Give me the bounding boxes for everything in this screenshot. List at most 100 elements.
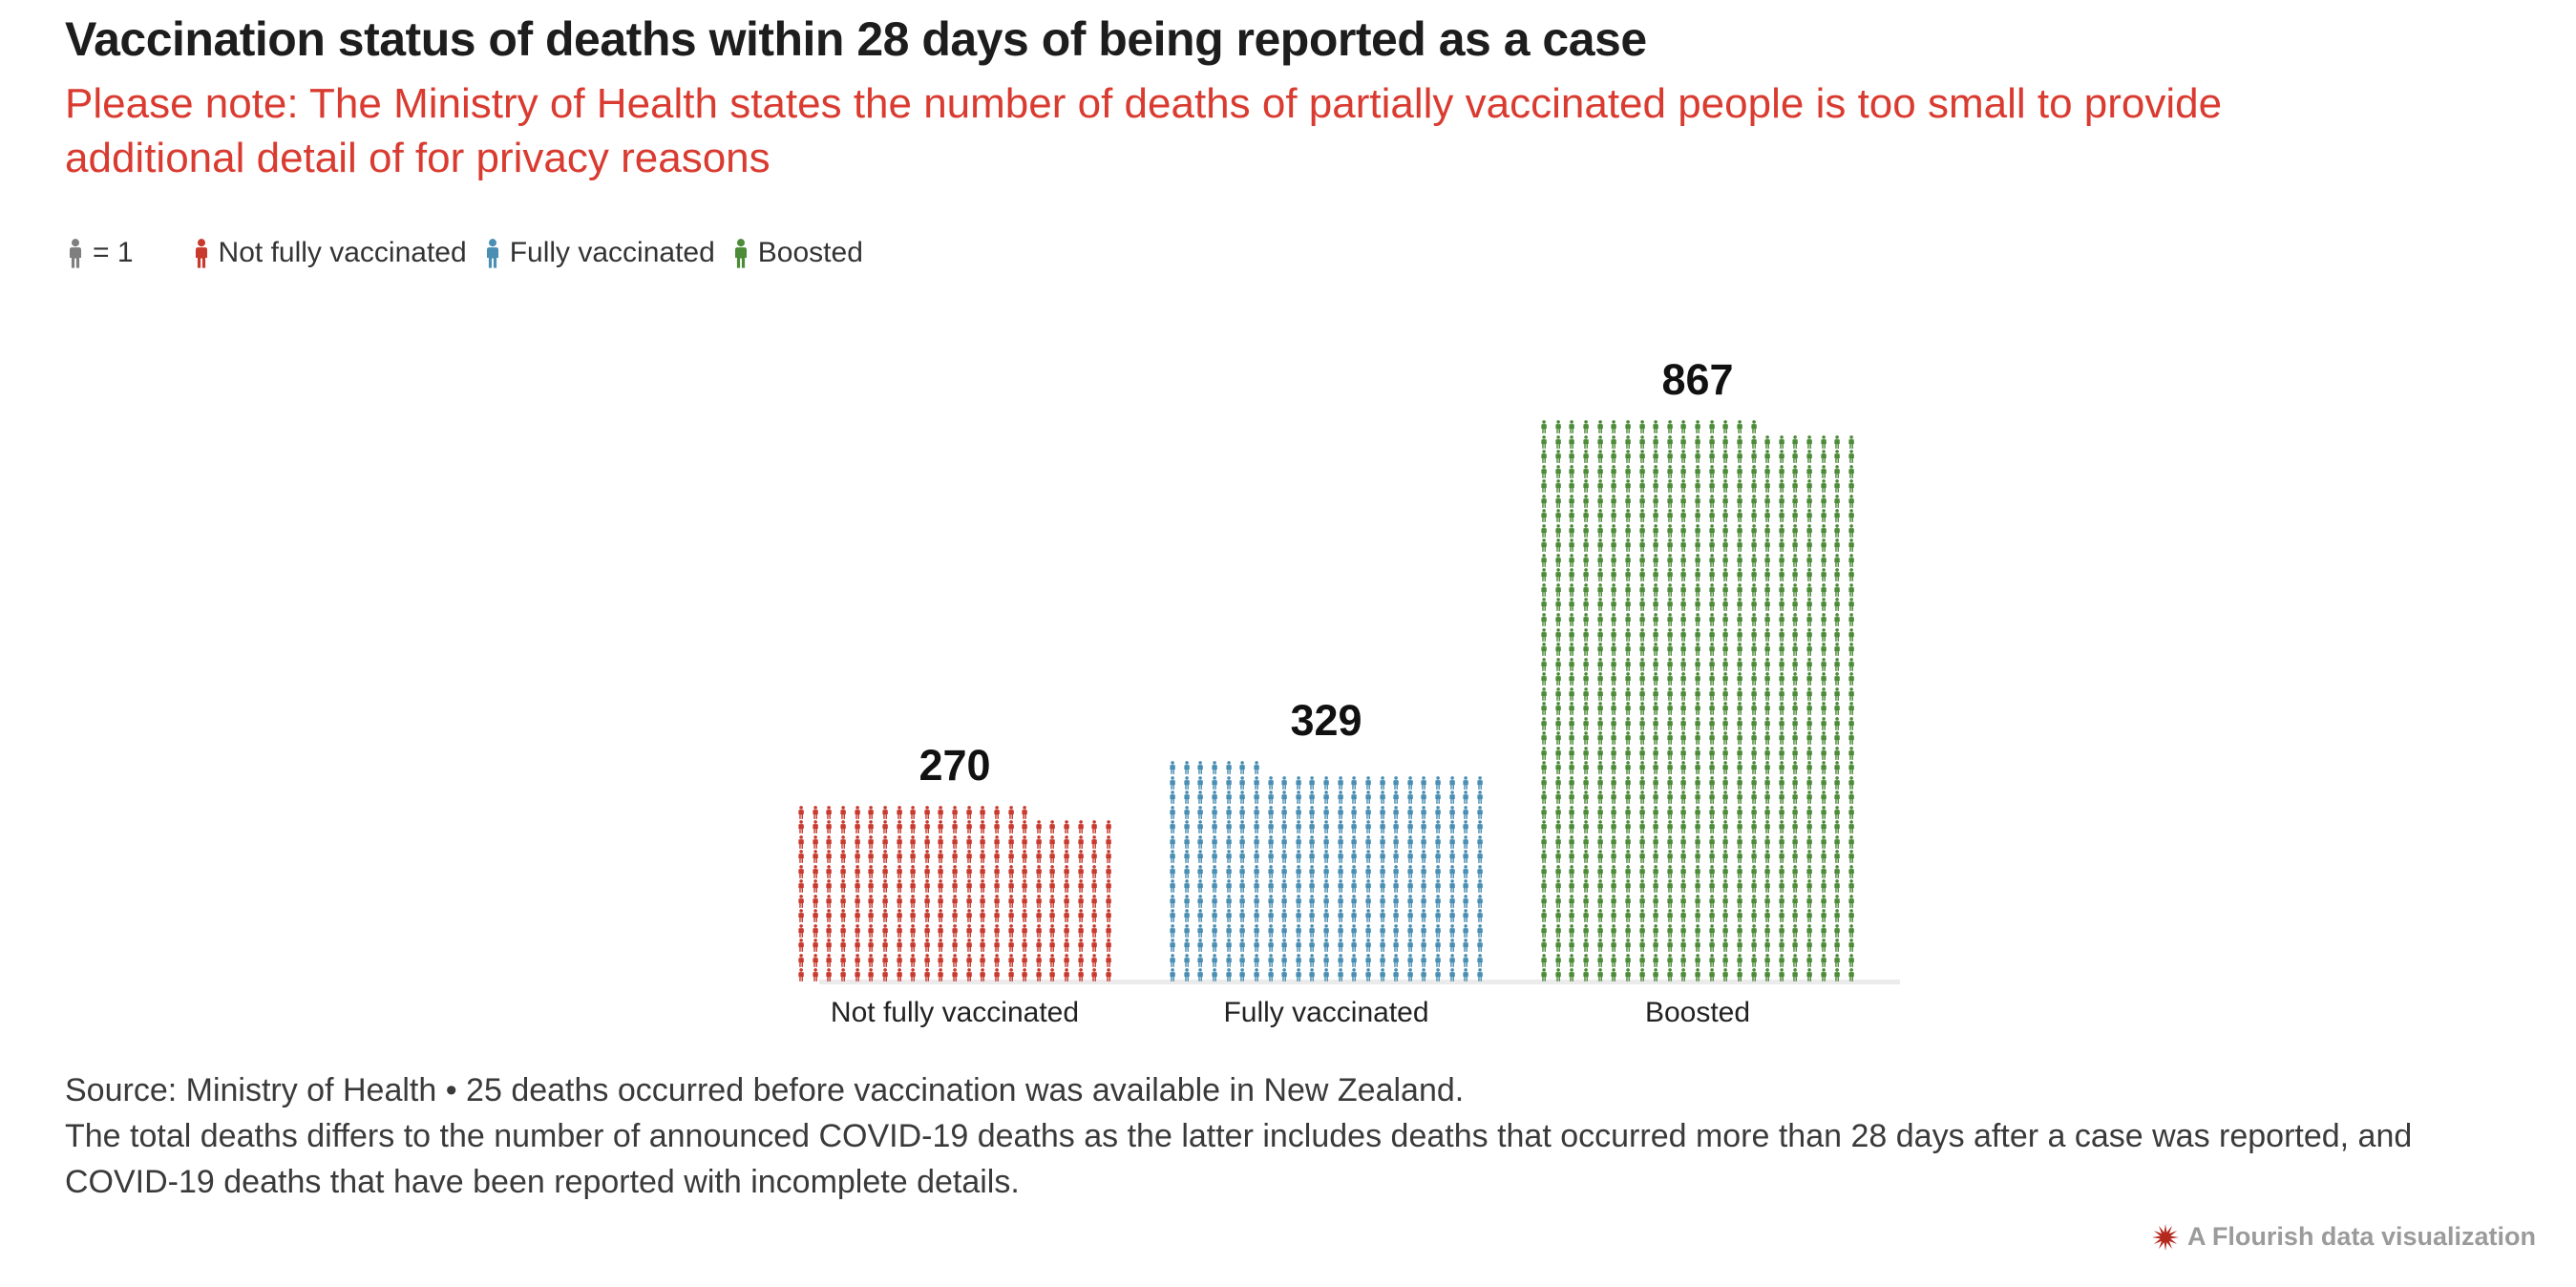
person-icon (1461, 954, 1470, 967)
person-icon (1419, 850, 1428, 863)
person-icon (1553, 450, 1563, 463)
person-icon (1076, 909, 1086, 922)
person-icon (1777, 939, 1786, 952)
person-icon (1763, 554, 1772, 567)
person-icon (1595, 524, 1605, 538)
person-icon (1763, 954, 1772, 967)
person-icon (1553, 776, 1563, 790)
person-icon (922, 879, 932, 893)
person-icon (1539, 835, 1549, 849)
person-icon (1763, 865, 1772, 878)
pictogram-group: 270 Not fully vaccinated (794, 744, 1115, 1027)
person-icon (1224, 835, 1234, 849)
person-icon (1721, 613, 1730, 626)
person-icon (1749, 835, 1759, 849)
person-icon (1847, 538, 1856, 552)
person-icon (950, 939, 960, 952)
person-icon (1707, 924, 1717, 938)
person-icon (1721, 495, 1730, 508)
person-icon (838, 954, 848, 967)
person-icon (1475, 850, 1485, 863)
person-icon (880, 879, 890, 893)
person-icon (1609, 658, 1618, 671)
person-icon (1363, 865, 1373, 878)
person-icon (1763, 850, 1772, 863)
person-icon (1707, 687, 1717, 701)
person-icon (1790, 835, 1800, 849)
person-icon (1363, 939, 1373, 952)
person-icon (1475, 909, 1485, 922)
person-icon (1034, 850, 1044, 863)
person-icon (950, 806, 960, 819)
person-icon (908, 939, 918, 952)
person-icon (1349, 850, 1359, 863)
person-icon (1749, 806, 1759, 819)
person-icon (1790, 909, 1800, 922)
person-icon (1581, 924, 1591, 938)
person-icon (1763, 538, 1772, 552)
person-icon (866, 895, 876, 908)
person-icon (978, 879, 987, 893)
person-icon (1749, 643, 1759, 656)
person-icon (1609, 435, 1618, 449)
person-icon (1307, 954, 1317, 967)
person-icon (950, 924, 960, 938)
person-icon (1651, 554, 1660, 567)
person-icon (1363, 850, 1373, 863)
person-icon (853, 895, 862, 908)
person-icon (1790, 479, 1800, 493)
person-icon (1553, 672, 1563, 686)
person-icon (866, 835, 876, 849)
person-icon (1707, 776, 1717, 790)
person-icon (1847, 672, 1856, 686)
person-icon (1266, 968, 1276, 981)
person-icon (1447, 895, 1457, 908)
person-icon (1665, 820, 1675, 833)
person-icon (1651, 879, 1660, 893)
person-icon (1433, 865, 1443, 878)
person-icon (880, 939, 890, 952)
person-icon (1693, 895, 1702, 908)
person-icon (1321, 909, 1331, 922)
person-icon (1307, 909, 1317, 922)
person-icon (1567, 658, 1576, 671)
person-icon (1539, 731, 1549, 745)
person-icon (1609, 954, 1618, 967)
person-icon (1581, 731, 1591, 745)
person-icon (1735, 761, 1744, 774)
person-icon (1623, 761, 1633, 774)
person-icon (1419, 924, 1428, 938)
person-icon (1805, 731, 1814, 745)
person-icon (1679, 895, 1688, 908)
person-icon (1210, 865, 1219, 878)
person-icon (796, 865, 806, 878)
person-icon (1419, 791, 1428, 804)
person-icon (1076, 850, 1086, 863)
person-icon (1609, 968, 1618, 981)
person-icon (1294, 895, 1303, 908)
person-icon (853, 954, 862, 967)
person-icon (1665, 658, 1675, 671)
person-icon (1847, 791, 1856, 804)
person-icon (1721, 628, 1730, 642)
person-icon (1567, 583, 1576, 597)
person-icon (1595, 450, 1605, 463)
person-icon (908, 924, 918, 938)
person-icon (1461, 968, 1470, 981)
person-icon (1790, 747, 1800, 760)
person-icon (1790, 761, 1800, 774)
person-icon (1819, 524, 1828, 538)
person-icon (811, 909, 820, 922)
person-icon (1651, 450, 1660, 463)
person-icon (1210, 968, 1219, 981)
person-icon (1819, 717, 1828, 730)
person-icon (1735, 895, 1744, 908)
person-icon (1721, 909, 1730, 922)
person-icon (922, 924, 932, 938)
person-icon (1679, 450, 1688, 463)
person-icon (1182, 954, 1192, 967)
person-icon (1665, 939, 1675, 952)
person-icon (1062, 835, 1071, 849)
person-icon (1595, 865, 1605, 878)
flourish-attribution[interactable]: A Flourish data visualization (2151, 1222, 2536, 1252)
